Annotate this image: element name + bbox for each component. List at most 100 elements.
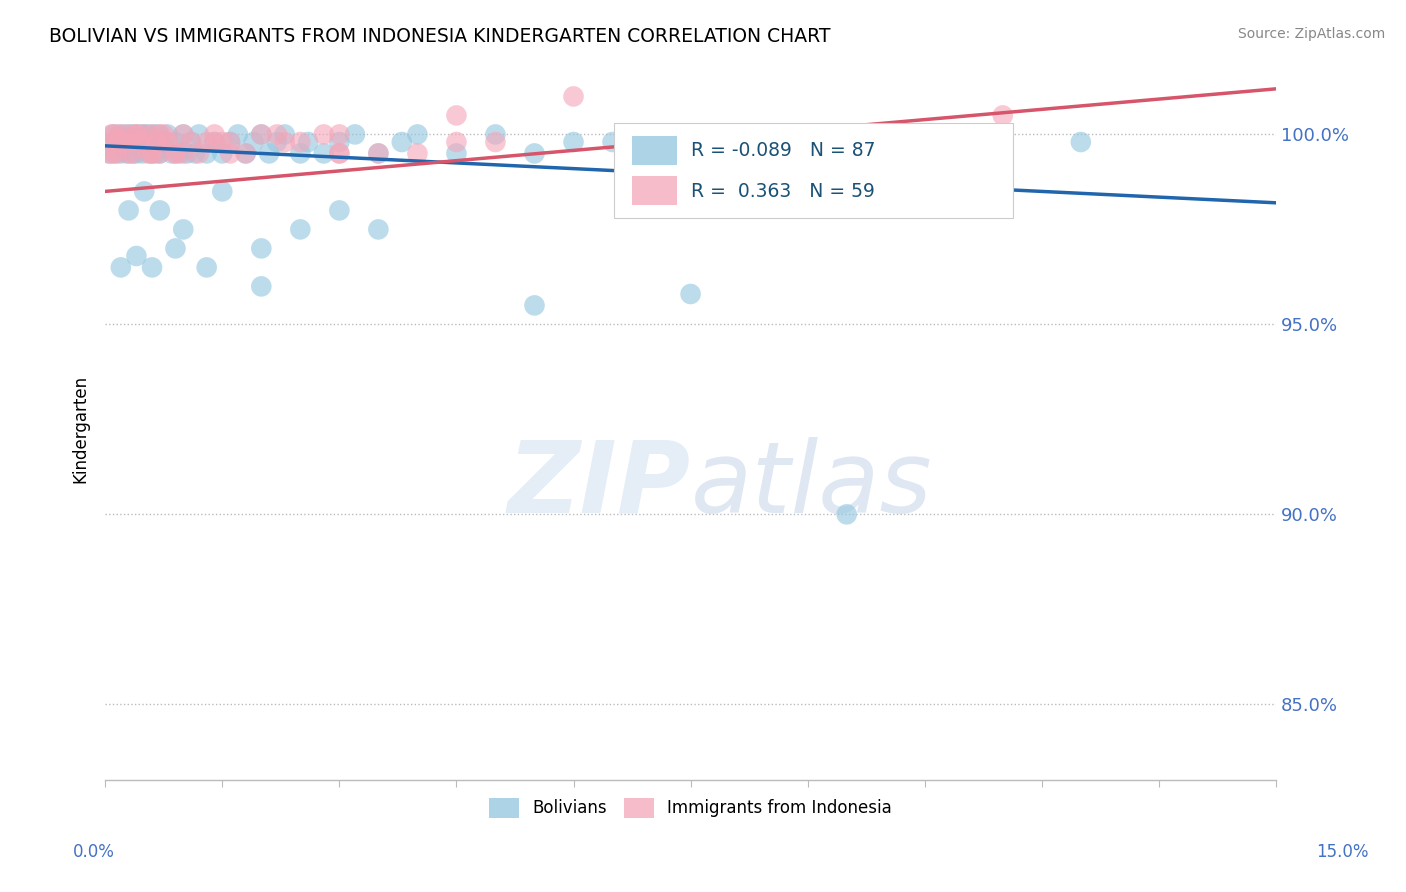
- Bar: [633, 176, 676, 205]
- Point: [290, 222, 312, 236]
- Point: [134, 135, 156, 149]
- Point: [640, 128, 662, 142]
- Point: [127, 135, 149, 149]
- Point: [101, 128, 124, 142]
- Point: [991, 108, 1014, 122]
- Point: [266, 135, 288, 149]
- Point: [110, 135, 132, 149]
- Point: [195, 135, 218, 149]
- Point: [290, 135, 312, 149]
- Point: [114, 128, 136, 142]
- Y-axis label: Kindergarten: Kindergarten: [72, 375, 89, 483]
- Point: [211, 146, 233, 161]
- Point: [125, 128, 148, 142]
- Point: [391, 135, 413, 149]
- Point: [187, 128, 209, 142]
- Legend: Bolivians, Immigrants from Indonesia: Bolivians, Immigrants from Indonesia: [482, 791, 898, 825]
- Point: [204, 128, 226, 142]
- Point: [176, 146, 198, 161]
- Point: [219, 146, 242, 161]
- Point: [328, 203, 350, 218]
- Point: [129, 135, 152, 149]
- Point: [152, 135, 174, 149]
- Point: [484, 135, 506, 149]
- Point: [124, 128, 146, 142]
- Point: [165, 135, 187, 149]
- Point: [100, 135, 122, 149]
- Point: [149, 128, 172, 142]
- Point: [125, 146, 148, 161]
- Point: [266, 128, 288, 142]
- Text: Source: ZipAtlas.com: Source: ZipAtlas.com: [1237, 27, 1385, 41]
- Point: [250, 279, 273, 293]
- Point: [152, 128, 174, 142]
- Point: [180, 135, 202, 149]
- Point: [562, 89, 585, 103]
- Point: [343, 128, 366, 142]
- Point: [105, 135, 128, 149]
- Point: [204, 135, 226, 149]
- Point: [835, 508, 858, 522]
- Point: [172, 128, 194, 142]
- Point: [110, 260, 132, 275]
- Point: [328, 135, 350, 149]
- Point: [129, 128, 152, 142]
- Point: [796, 135, 818, 149]
- Point: [562, 135, 585, 149]
- Point: [257, 146, 280, 161]
- Point: [180, 135, 202, 149]
- Text: R = -0.089   N = 87: R = -0.089 N = 87: [690, 141, 875, 160]
- Point: [108, 128, 131, 142]
- Point: [103, 146, 125, 161]
- Point: [145, 146, 167, 161]
- Point: [446, 135, 468, 149]
- Point: [136, 146, 159, 161]
- Point: [115, 146, 138, 161]
- Point: [141, 146, 163, 161]
- Point: [105, 146, 128, 161]
- Point: [134, 185, 156, 199]
- Point: [211, 135, 233, 149]
- Point: [242, 135, 264, 149]
- Point: [172, 146, 194, 161]
- Text: atlas: atlas: [690, 436, 932, 533]
- Point: [523, 298, 546, 312]
- Point: [103, 128, 125, 142]
- Point: [172, 128, 194, 142]
- Point: [328, 146, 350, 161]
- Point: [250, 241, 273, 255]
- Point: [235, 146, 257, 161]
- Point: [117, 135, 139, 149]
- Point: [204, 135, 226, 149]
- Point: [156, 128, 179, 142]
- Point: [98, 146, 121, 161]
- Point: [98, 146, 121, 161]
- Point: [142, 128, 165, 142]
- Point: [484, 128, 506, 142]
- Point: [211, 185, 233, 199]
- Point: [145, 135, 167, 149]
- Point: [290, 146, 312, 161]
- Point: [250, 128, 273, 142]
- Point: [101, 146, 124, 161]
- Point: [117, 135, 139, 149]
- Point: [169, 146, 191, 161]
- Point: [156, 135, 179, 149]
- Point: [121, 146, 143, 161]
- Point: [120, 128, 142, 142]
- Point: [141, 260, 163, 275]
- Point: [110, 128, 132, 142]
- Point: [679, 287, 702, 301]
- Point: [100, 128, 122, 142]
- Text: BOLIVIAN VS IMMIGRANTS FROM INDONESIA KINDERGARTEN CORRELATION CHART: BOLIVIAN VS IMMIGRANTS FROM INDONESIA KI…: [49, 27, 831, 45]
- Point: [274, 128, 297, 142]
- Point: [406, 146, 429, 161]
- Point: [718, 146, 741, 161]
- Point: [108, 135, 131, 149]
- Point: [219, 135, 242, 149]
- Point: [141, 135, 163, 149]
- Point: [297, 135, 319, 149]
- Point: [139, 146, 162, 161]
- Point: [134, 128, 156, 142]
- Point: [312, 128, 335, 142]
